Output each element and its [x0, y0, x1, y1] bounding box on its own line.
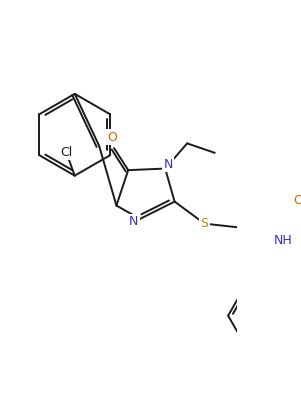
- Text: O: O: [107, 131, 117, 144]
- Text: S: S: [200, 217, 209, 230]
- Text: N: N: [164, 158, 173, 171]
- Text: N: N: [129, 215, 138, 228]
- Text: Cl: Cl: [60, 146, 72, 159]
- Text: NH: NH: [274, 234, 293, 247]
- Text: O: O: [293, 193, 301, 207]
